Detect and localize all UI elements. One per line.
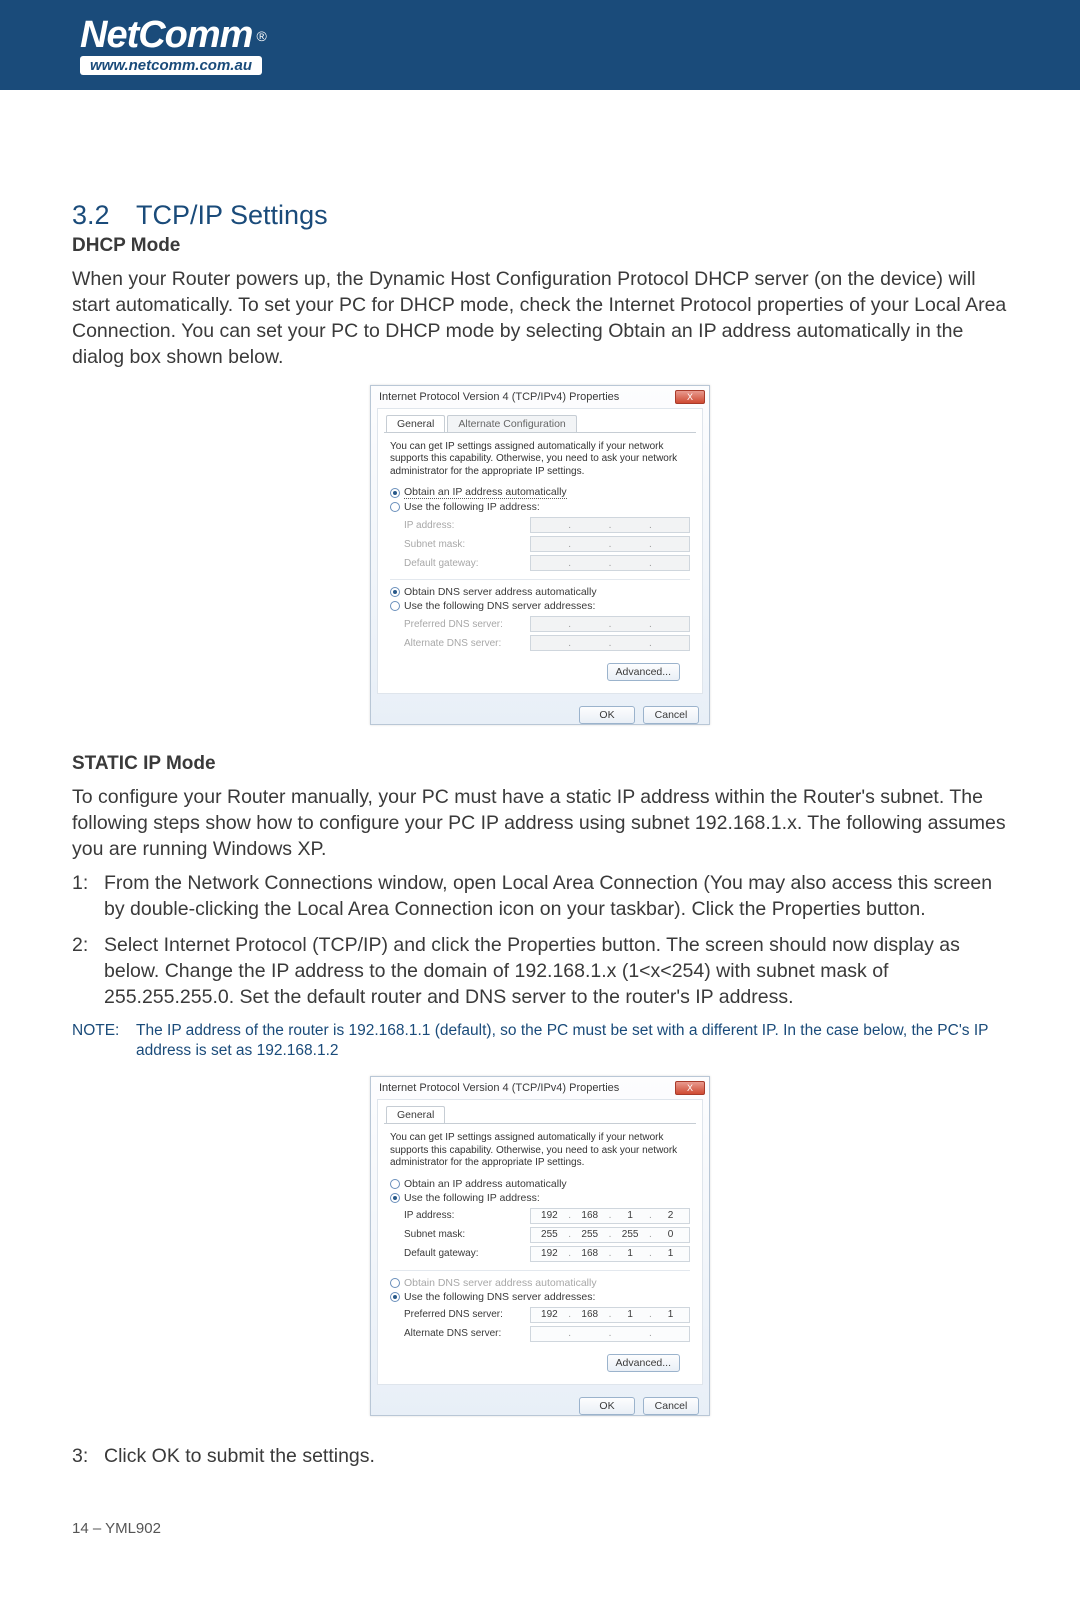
radio-use-dns-label: Use the following DNS server addresses: <box>404 1291 595 1303</box>
radio-icon <box>390 601 400 611</box>
steps-list: 1: From the Network Connections window, … <box>72 871 1008 1011</box>
input-gw: ... <box>530 555 690 571</box>
dialog-description: You can get IP settings assigned automat… <box>390 441 690 479</box>
radio-use-dns[interactable]: Use the following DNS server addresses: <box>390 1291 690 1303</box>
static-subheading: STATIC IP Mode <box>72 753 1008 775</box>
radio-icon <box>390 1292 400 1302</box>
radio-icon <box>390 488 400 498</box>
label-alt-dns: Alternate DNS server: <box>404 638 524 649</box>
radio-obtain-dns-label: Obtain DNS server address automatically <box>404 586 597 598</box>
dhcp-subheading: DHCP Mode <box>72 235 1008 257</box>
label-ip: IP address: <box>404 1210 524 1221</box>
step-text: Select Internet Protocol (TCP/IP) and cl… <box>104 933 1008 1011</box>
label-mask: Subnet mask: <box>404 539 524 550</box>
radio-icon <box>390 1193 400 1203</box>
cancel-button[interactable]: Cancel <box>643 1397 699 1415</box>
dialog-tabs: General <box>378 1100 702 1123</box>
step-number: 3: <box>72 1444 104 1470</box>
list-item: 1: From the Network Connections window, … <box>72 871 1008 923</box>
section-title: TCP/IP Settings <box>136 200 328 230</box>
radio-use-dns[interactable]: Use the following DNS server addresses: <box>390 600 690 612</box>
section-heading: 3.2TCP/IP Settings <box>72 200 1008 231</box>
radio-obtain-ip[interactable]: Obtain an IP address automatically <box>390 486 690 499</box>
list-item: 3: Click OK to submit the settings. <box>72 1444 1008 1470</box>
radio-icon <box>390 1278 400 1288</box>
page-body: 3.2TCP/IP Settings DHCP Mode When your R… <box>0 90 1080 1597</box>
radio-use-ip-label: Use the following IP address: <box>404 501 540 513</box>
static-paragraph: To configure your Router manually, your … <box>72 785 1008 863</box>
cancel-button[interactable]: Cancel <box>643 706 699 724</box>
label-pref-dns: Preferred DNS server: <box>404 1309 524 1320</box>
page-footer: 14 – YML902 <box>72 1480 1008 1557</box>
dialog-title: Internet Protocol Version 4 (TCP/IPv4) P… <box>379 391 619 403</box>
step-number: 1: <box>72 871 104 923</box>
radio-use-ip[interactable]: Use the following IP address: <box>390 1192 690 1204</box>
brand-name: NetComm <box>80 14 252 56</box>
dialog-title: Internet Protocol Version 4 (TCP/IPv4) P… <box>379 1082 619 1094</box>
input-alt-dns[interactable]: ... <box>530 1326 690 1342</box>
page-header: NetComm® www.netcomm.com.au <box>0 0 1080 90</box>
input-pref-dns[interactable]: 192.168.1.1 <box>530 1307 690 1323</box>
dialog-description: You can get IP settings assigned automat… <box>390 1132 690 1170</box>
ipv4-properties-dialog: Internet Protocol Version 4 (TCP/IPv4) P… <box>370 385 710 726</box>
dhcp-dialog-figure: Internet Protocol Version 4 (TCP/IPv4) P… <box>72 385 1008 726</box>
input-mask: ... <box>530 536 690 552</box>
radio-obtain-dns[interactable]: Obtain DNS server address automatically <box>390 586 690 598</box>
input-gw[interactable]: 192.168.1.1 <box>530 1246 690 1262</box>
list-item: 2: Select Internet Protocol (TCP/IP) and… <box>72 933 1008 1011</box>
note-label: NOTE: <box>72 1021 136 1063</box>
input-alt-dns: ... <box>530 635 690 651</box>
close-icon[interactable]: X <box>675 1081 705 1095</box>
label-mask: Subnet mask: <box>404 1229 524 1240</box>
static-dialog-figure: Internet Protocol Version 4 (TCP/IPv4) P… <box>72 1076 1008 1416</box>
advanced-button[interactable]: Advanced... <box>607 1354 680 1372</box>
label-gw: Default gateway: <box>404 558 524 569</box>
advanced-button[interactable]: Advanced... <box>607 663 680 681</box>
radio-use-ip-label: Use the following IP address: <box>404 1192 540 1204</box>
ok-button[interactable]: OK <box>579 1397 635 1415</box>
radio-obtain-ip-label: Obtain an IP address automatically <box>404 486 567 499</box>
input-ip[interactable]: 192.168.1.2 <box>530 1208 690 1224</box>
radio-obtain-ip[interactable]: Obtain an IP address automatically <box>390 1178 690 1190</box>
section-number: 3.2 <box>72 200 136 231</box>
step-number: 2: <box>72 933 104 1011</box>
step-text: Click OK to submit the settings. <box>104 1444 1008 1470</box>
dialog-titlebar: Internet Protocol Version 4 (TCP/IPv4) P… <box>371 1077 709 1099</box>
input-pref-dns: ... <box>530 616 690 632</box>
radio-icon <box>390 587 400 597</box>
radio-obtain-dns[interactable]: Obtain DNS server address automatically <box>390 1277 690 1289</box>
dialog-tabs: General Alternate Configuration <box>378 409 702 432</box>
radio-icon <box>390 1179 400 1189</box>
tab-general[interactable]: General <box>386 1106 445 1123</box>
label-alt-dns: Alternate DNS server: <box>404 1328 524 1339</box>
radio-use-dns-label: Use the following DNS server addresses: <box>404 600 595 612</box>
radio-icon <box>390 502 400 512</box>
ok-button[interactable]: OK <box>579 706 635 724</box>
radio-use-ip[interactable]: Use the following IP address: <box>390 501 690 513</box>
note-block: NOTE: The IP address of the router is 19… <box>72 1021 1008 1063</box>
label-gw: Default gateway: <box>404 1248 524 1259</box>
brand-url: www.netcomm.com.au <box>80 56 262 75</box>
radio-obtain-ip-label: Obtain an IP address automatically <box>404 1178 567 1190</box>
input-mask[interactable]: 255.255.255.0 <box>530 1227 690 1243</box>
close-icon[interactable]: X <box>675 390 705 404</box>
note-text: The IP address of the router is 192.168.… <box>136 1021 1008 1063</box>
label-ip: IP address: <box>404 520 524 531</box>
input-ip: ... <box>530 517 690 533</box>
label-pref-dns: Preferred DNS server: <box>404 619 524 630</box>
tab-alternate[interactable]: Alternate Configuration <box>447 415 576 432</box>
radio-obtain-dns-label: Obtain DNS server address automatically <box>404 1277 597 1289</box>
dialog-titlebar: Internet Protocol Version 4 (TCP/IPv4) P… <box>371 386 709 408</box>
step-text: From the Network Connections window, ope… <box>104 871 1008 923</box>
registered-mark: ® <box>256 28 266 44</box>
dhcp-paragraph: When your Router powers up, the Dynamic … <box>72 267 1008 371</box>
ipv4-properties-dialog: Internet Protocol Version 4 (TCP/IPv4) P… <box>370 1076 710 1416</box>
brand-logo: NetComm® www.netcomm.com.au <box>80 14 267 75</box>
tab-general[interactable]: General <box>386 415 445 432</box>
